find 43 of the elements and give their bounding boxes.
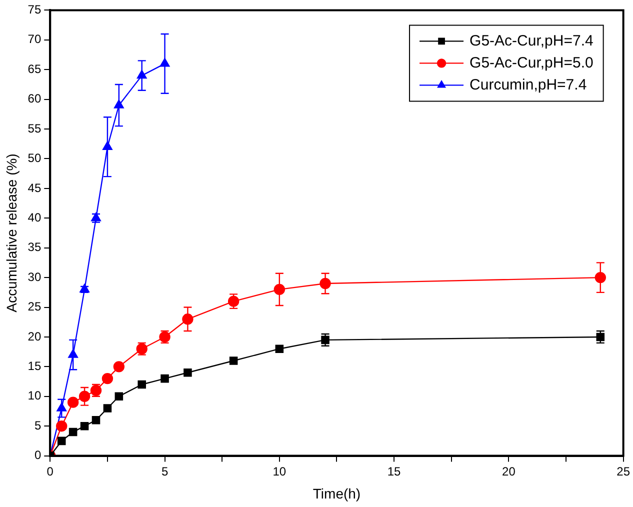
y-tick-label: 50: [28, 151, 42, 166]
point: [92, 416, 100, 424]
y-tick-label: 65: [28, 62, 42, 76]
point: [103, 404, 112, 412]
y-tick-label: 40: [28, 210, 42, 224]
x-tick-label: 25: [616, 464, 630, 478]
point: [68, 428, 78, 436]
point: [57, 436, 66, 446]
legend-label: Curcumin,pH=7.4: [470, 76, 587, 94]
y-tick-label: 35: [28, 240, 42, 254]
y-tick-label: 25: [28, 300, 42, 314]
point: [102, 372, 114, 384]
x-tick-label: 20: [502, 464, 516, 478]
legend-label: G5-Ac-Cur,pH=7.4: [470, 32, 594, 50]
point: [56, 420, 68, 432]
y-tick-label: 75: [28, 2, 42, 17]
point: [160, 374, 169, 383]
y-tick-label: 5: [34, 418, 42, 432]
point: [138, 380, 146, 389]
legend-label: G5-Ac-Cur,pH=5.0: [470, 54, 594, 72]
point: [114, 392, 124, 401]
point: [229, 356, 238, 365]
x-tick-label: 10: [272, 464, 286, 478]
x-tick-label: 0: [46, 464, 54, 478]
point: [113, 361, 125, 372]
y-tick-label: 60: [28, 92, 42, 106]
y-tick-label: 10: [28, 388, 42, 403]
point: [67, 396, 79, 408]
y-tick-label: 30: [28, 270, 42, 284]
y-tick-label: 45: [28, 180, 42, 195]
y-tick-label: 0: [34, 448, 42, 462]
x-tick-label: 5: [161, 464, 168, 478]
y-tick-label: 20: [28, 329, 42, 344]
y-tick-label: 70: [28, 32, 42, 46]
y-axis-title: Accumulative release (%): [3, 154, 20, 312]
x-tick-label: 15: [387, 464, 402, 478]
point: [228, 296, 240, 307]
x-axis-title: Time(h): [312, 485, 361, 502]
y-tick-label: 55: [28, 121, 42, 136]
y-tick-label: 15: [28, 358, 42, 373]
point: [275, 344, 284, 353]
point: [80, 422, 89, 430]
point: [184, 368, 192, 377]
